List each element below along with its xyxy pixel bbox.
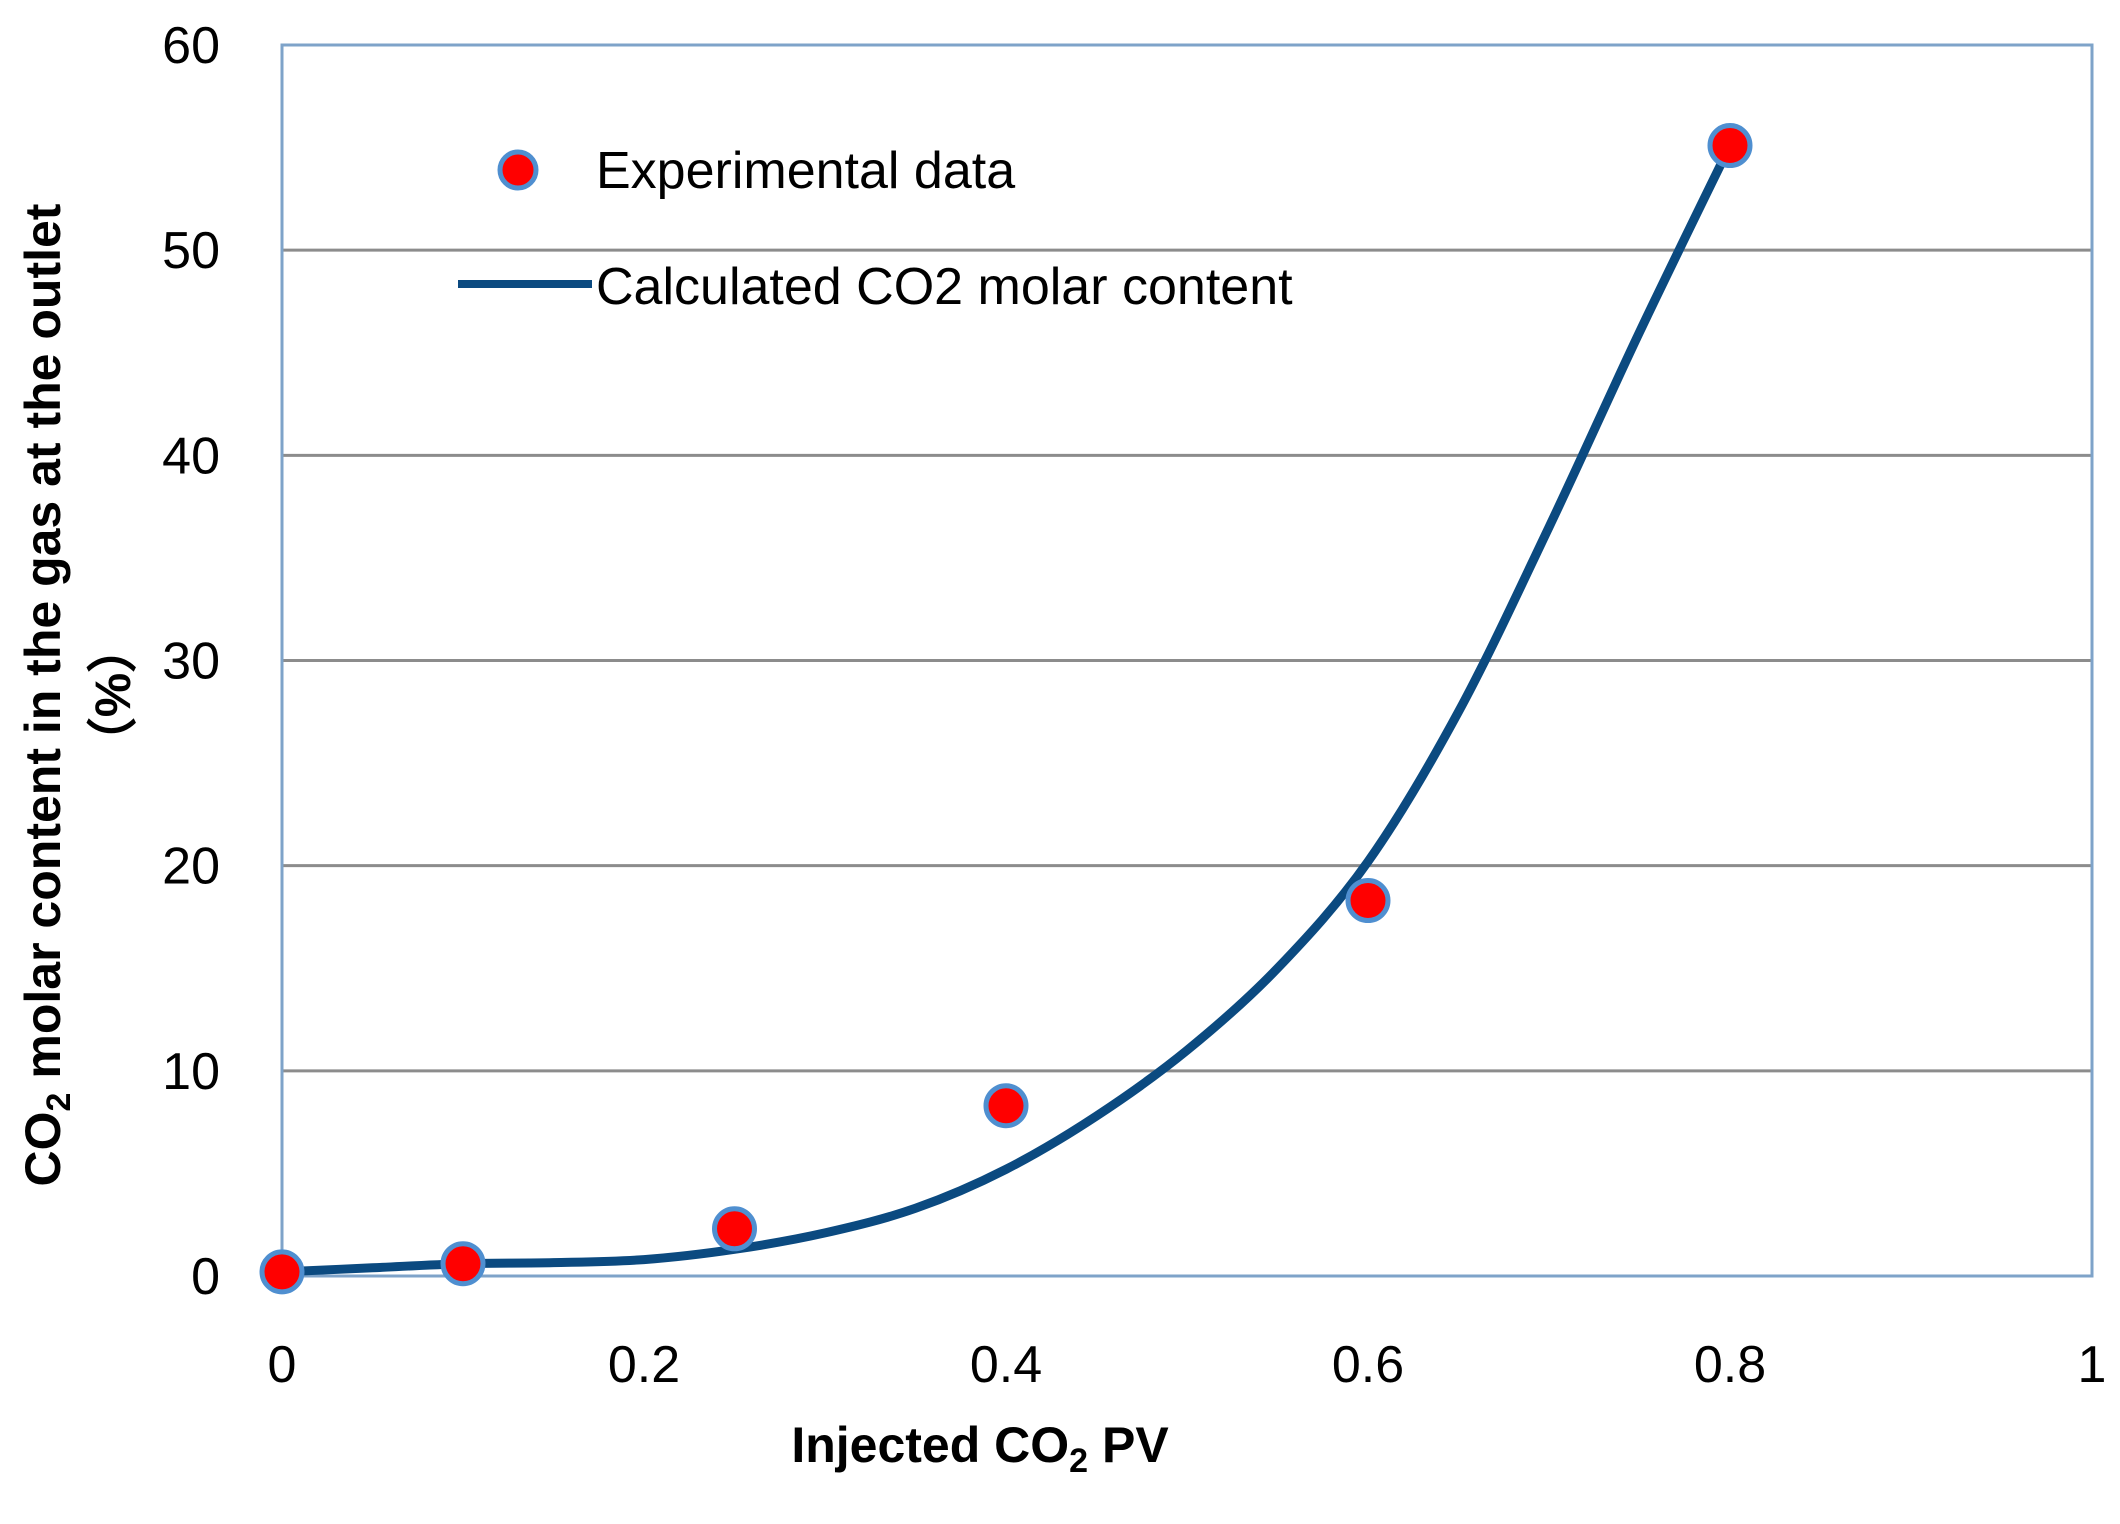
- y-axis-title-pre: CO: [15, 1111, 71, 1186]
- data-point-experimental-0: [259, 1249, 305, 1295]
- series-line-calculated: [277, 141, 1735, 1277]
- data-point-experimental-4: [1345, 878, 1391, 924]
- x-tick-label-0.4: 0.4: [970, 1336, 1042, 1394]
- y-tick-label-50: 50: [162, 222, 220, 280]
- x-axis-ticks: 0 0.2 0.4 0.6 0.8 1: [268, 1336, 2107, 1394]
- data-point-experimental-3: [983, 1083, 1029, 1129]
- x-tick-label-0.8: 0.8: [1694, 1336, 1766, 1394]
- x-tick-label-0.2: 0.2: [608, 1336, 680, 1394]
- x-axis-title-pre: Injected CO: [791, 1417, 1069, 1473]
- x-tick-label-1: 1: [2078, 1336, 2107, 1394]
- series-layer: [259, 123, 1753, 1295]
- x-axis-title-post: PV: [1088, 1417, 1169, 1473]
- data-point-experimental-2: [712, 1206, 757, 1252]
- y-axis-title-group: CO2 molar content in the gas at the outl…: [15, 203, 141, 1186]
- legend-label-experimental: Experimental data: [596, 142, 1015, 200]
- y-tick-label-0: 0: [191, 1248, 220, 1306]
- y-axis-ticks: 0 10 20 30 40 50 60: [162, 17, 220, 1306]
- y-axis-title-sub: 2: [40, 1093, 78, 1112]
- legend-label-calculated: Calculated CO2 molar content: [596, 258, 1293, 316]
- plot-area-border: [280, 43, 2094, 1278]
- data-point-experimental-1: [440, 1241, 486, 1287]
- y-axis-title: CO2 molar content in the gas at the outl…: [15, 203, 78, 1186]
- legend: Experimental data Calculated CO2 molar c…: [458, 142, 1293, 316]
- y-axis-title-unit: （%）: [85, 623, 141, 767]
- x-axis-title-sub: 2: [1069, 1442, 1088, 1480]
- data-point-experimental-5: [1707, 123, 1753, 169]
- x-tick-label-0.6: 0.6: [1332, 1336, 1404, 1394]
- y-tick-label-60: 60: [162, 17, 220, 75]
- x-tick-label-0: 0: [268, 1336, 297, 1394]
- y-axis-title-post: molar content in the gas at the outlet: [15, 203, 71, 1092]
- y-tick-label-10: 10: [162, 1043, 220, 1101]
- y-tick-label-40: 40: [162, 427, 220, 485]
- legend-marker-experimental: [497, 149, 539, 191]
- y-tick-label-30: 30: [162, 633, 220, 691]
- y-tick-label-20: 20: [162, 838, 220, 896]
- x-axis-title: Injected CO2 PV: [791, 1417, 1169, 1480]
